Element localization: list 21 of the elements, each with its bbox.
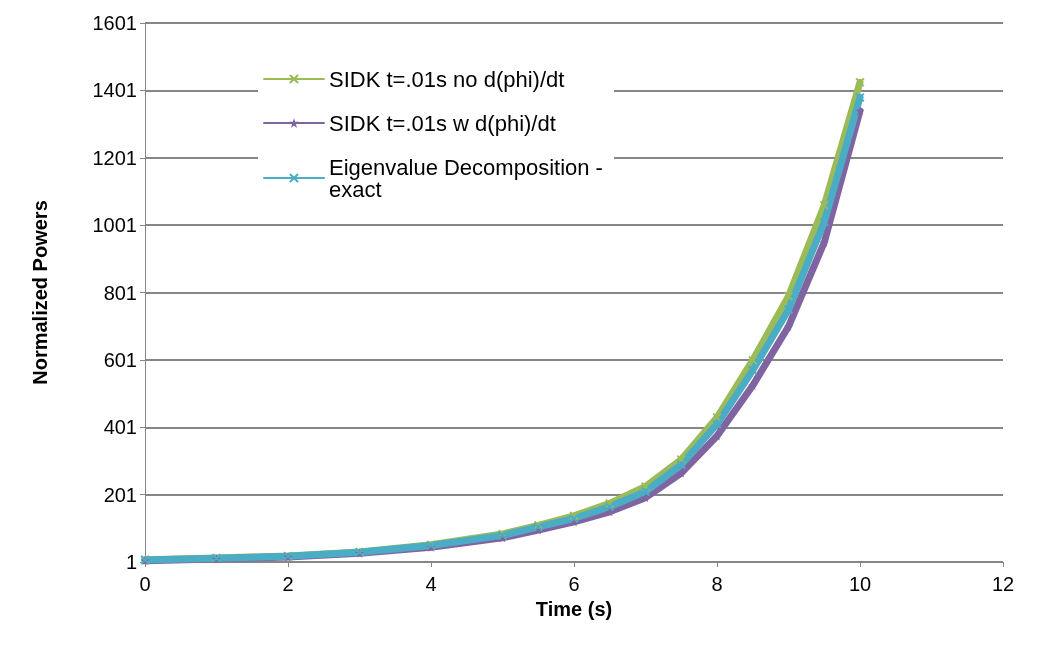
x-tick-label: 8 [711, 573, 723, 595]
y-tick-label: 1601 [92, 12, 137, 34]
x-axis-title: Time (s) [535, 597, 613, 620]
x-tick-label: 2 [282, 573, 294, 595]
x-tick-label: 10 [848, 573, 872, 595]
legend-label: SIDK t=.01s w d(phi)/dt [329, 110, 556, 136]
y-tick-label: 801 [103, 281, 137, 304]
x-tick-label: 6 [568, 573, 580, 595]
y-tick-label: 1201 [92, 146, 137, 169]
x-tick-label: 12 [991, 573, 1015, 595]
y-tick-label: 401 [103, 416, 137, 439]
y-tick-label: 1401 [92, 79, 137, 102]
x-tick-label: 0 [139, 573, 151, 595]
y-tick-label: 201 [103, 483, 137, 506]
x-tick-label: 4 [425, 573, 437, 595]
y-tick-label: 1 [125, 551, 137, 573]
y-tick-label: 601 [103, 348, 137, 371]
legend-label: Eigenvalue Decomposition - exact [329, 154, 610, 202]
y-axis-title: Normalized Powers [29, 200, 51, 385]
legend-label: SIDK t=.01s no d(phi)/dt [329, 66, 565, 92]
y-tick-label: 1001 [92, 214, 137, 237]
